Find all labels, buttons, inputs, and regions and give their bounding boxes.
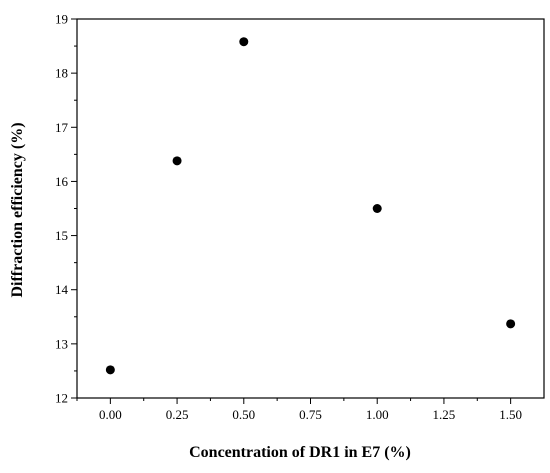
plot-border xyxy=(76,18,545,399)
data-point xyxy=(372,204,382,213)
x-tick-label: 0.50 xyxy=(232,407,255,422)
y-tick-label: 13 xyxy=(55,336,68,351)
y-tick-label: 19 xyxy=(55,12,68,27)
x-tick-label: 0.75 xyxy=(299,407,322,422)
x-tick-label: 1.50 xyxy=(499,407,522,422)
y-tick-label: 17 xyxy=(55,120,69,135)
plot-frame xyxy=(76,18,545,399)
data-point xyxy=(105,365,115,375)
y-axis: 12 13 14 15 16 17 18 19 xyxy=(55,12,77,406)
data-point xyxy=(506,319,516,329)
y-tick-label: 14 xyxy=(55,282,69,297)
x-axis: 0.00 0.25 0.50 0.75 1.00 1.25 1.50 xyxy=(76,398,522,422)
x-tick-label: 1.25 xyxy=(433,407,456,422)
y-axis-title: Diffraction efficiency (%) xyxy=(9,122,26,297)
x-tick-label: 0.00 xyxy=(99,407,122,422)
y-tick-label: 12 xyxy=(55,391,68,406)
y-tick-label: 15 xyxy=(55,228,68,243)
data-points xyxy=(105,37,516,375)
x-axis-title: Concentration of DR1 in E7 (%) xyxy=(189,444,411,461)
x-tick-label: 0.25 xyxy=(166,407,189,422)
data-point xyxy=(172,156,182,166)
y-tick-label: 18 xyxy=(55,66,68,81)
data-point xyxy=(239,37,249,47)
x-tick-label: 1.00 xyxy=(366,407,389,422)
y-tick-label: 16 xyxy=(55,174,69,189)
